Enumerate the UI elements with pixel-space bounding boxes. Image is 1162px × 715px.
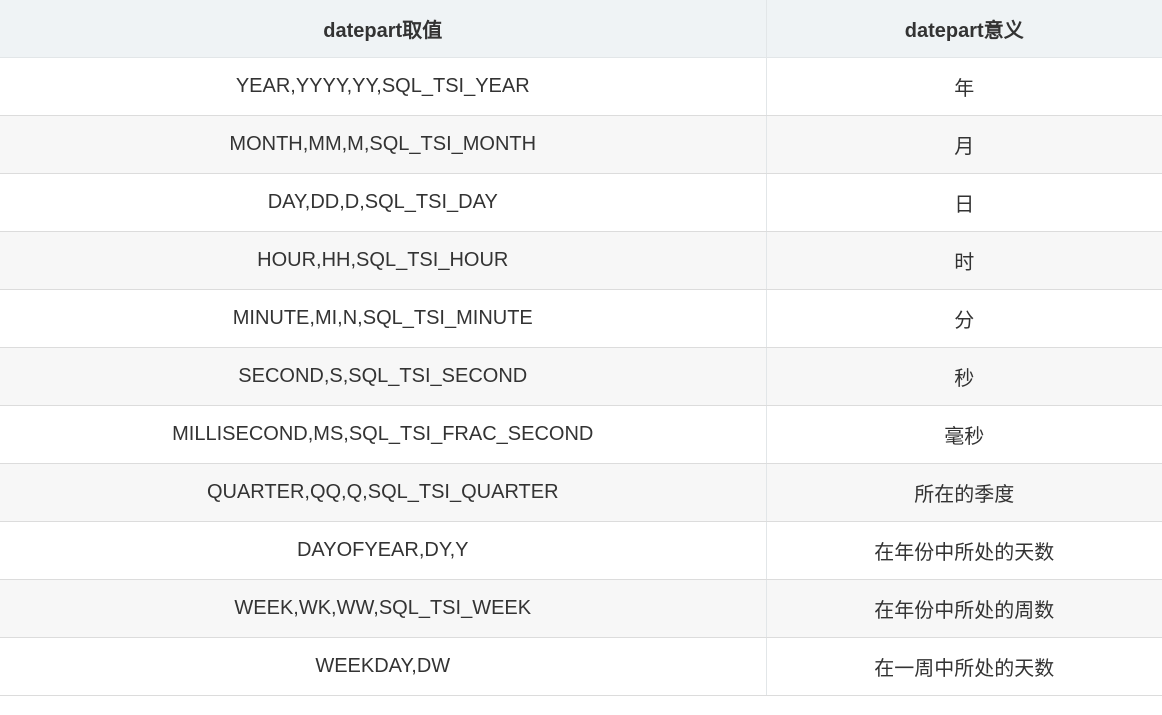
datepart-value-cell: WEEK,WK,WW,SQL_TSI_WEEK bbox=[0, 579, 767, 638]
table-row: YEAR,YYYY,YY,SQL_TSI_YEAR 年 bbox=[0, 57, 1162, 116]
table-row: MINUTE,MI,N,SQL_TSI_MINUTE 分 bbox=[0, 289, 1162, 348]
table-row: SECOND,S,SQL_TSI_SECOND 秒 bbox=[0, 347, 1162, 406]
table-row: MONTH,MM,M,SQL_TSI_MONTH 月 bbox=[0, 115, 1162, 174]
datepart-meaning-cell: 时 bbox=[766, 231, 1162, 290]
datepart-meaning-cell: 月 bbox=[766, 115, 1162, 174]
datepart-value-cell: MONTH,MM,M,SQL_TSI_MONTH bbox=[0, 115, 767, 174]
table-row: WEEKDAY,DW 在一周中所处的天数 bbox=[0, 637, 1162, 696]
datepart-meaning-cell: 在年份中所处的周数 bbox=[766, 579, 1162, 638]
datepart-value-cell: HOUR,HH,SQL_TSI_HOUR bbox=[0, 231, 767, 290]
datepart-meaning-cell: 在年份中所处的天数 bbox=[766, 521, 1162, 580]
datepart-value-cell: SECOND,S,SQL_TSI_SECOND bbox=[0, 347, 767, 406]
datepart-meaning-cell: 分 bbox=[766, 289, 1162, 348]
datepart-value-cell: QUARTER,QQ,Q,SQL_TSI_QUARTER bbox=[0, 463, 767, 522]
table-row: HOUR,HH,SQL_TSI_HOUR 时 bbox=[0, 231, 1162, 290]
datepart-value-cell: DAYOFYEAR,DY,Y bbox=[0, 521, 767, 580]
table-row: QUARTER,QQ,Q,SQL_TSI_QUARTER 所在的季度 bbox=[0, 463, 1162, 522]
datepart-meaning-cell: 秒 bbox=[766, 347, 1162, 406]
table-row: DAYOFYEAR,DY,Y 在年份中所处的天数 bbox=[0, 521, 1162, 580]
column-header-meaning: datepart意义 bbox=[766, 0, 1162, 58]
datepart-meaning-cell: 年 bbox=[766, 57, 1162, 116]
datepart-meaning-cell: 毫秒 bbox=[766, 405, 1162, 464]
datepart-table: datepart取值 datepart意义 YEAR,YYYY,YY,SQL_T… bbox=[0, 0, 1162, 696]
datepart-value-cell: DAY,DD,D,SQL_TSI_DAY bbox=[0, 173, 767, 232]
table-row: DAY,DD,D,SQL_TSI_DAY 日 bbox=[0, 173, 1162, 232]
datepart-meaning-cell: 日 bbox=[766, 173, 1162, 232]
table-row: WEEK,WK,WW,SQL_TSI_WEEK 在年份中所处的周数 bbox=[0, 579, 1162, 638]
table-row: MILLISECOND,MS,SQL_TSI_FRAC_SECOND 毫秒 bbox=[0, 405, 1162, 464]
datepart-value-cell: MILLISECOND,MS,SQL_TSI_FRAC_SECOND bbox=[0, 405, 767, 464]
datepart-value-cell: MINUTE,MI,N,SQL_TSI_MINUTE bbox=[0, 289, 767, 348]
column-header-value: datepart取值 bbox=[0, 0, 767, 58]
datepart-value-cell: WEEKDAY,DW bbox=[0, 637, 767, 696]
datepart-value-cell: YEAR,YYYY,YY,SQL_TSI_YEAR bbox=[0, 57, 767, 116]
datepart-meaning-cell: 所在的季度 bbox=[766, 463, 1162, 522]
table-header-row: datepart取值 datepart意义 bbox=[0, 0, 1162, 58]
datepart-meaning-cell: 在一周中所处的天数 bbox=[766, 637, 1162, 696]
